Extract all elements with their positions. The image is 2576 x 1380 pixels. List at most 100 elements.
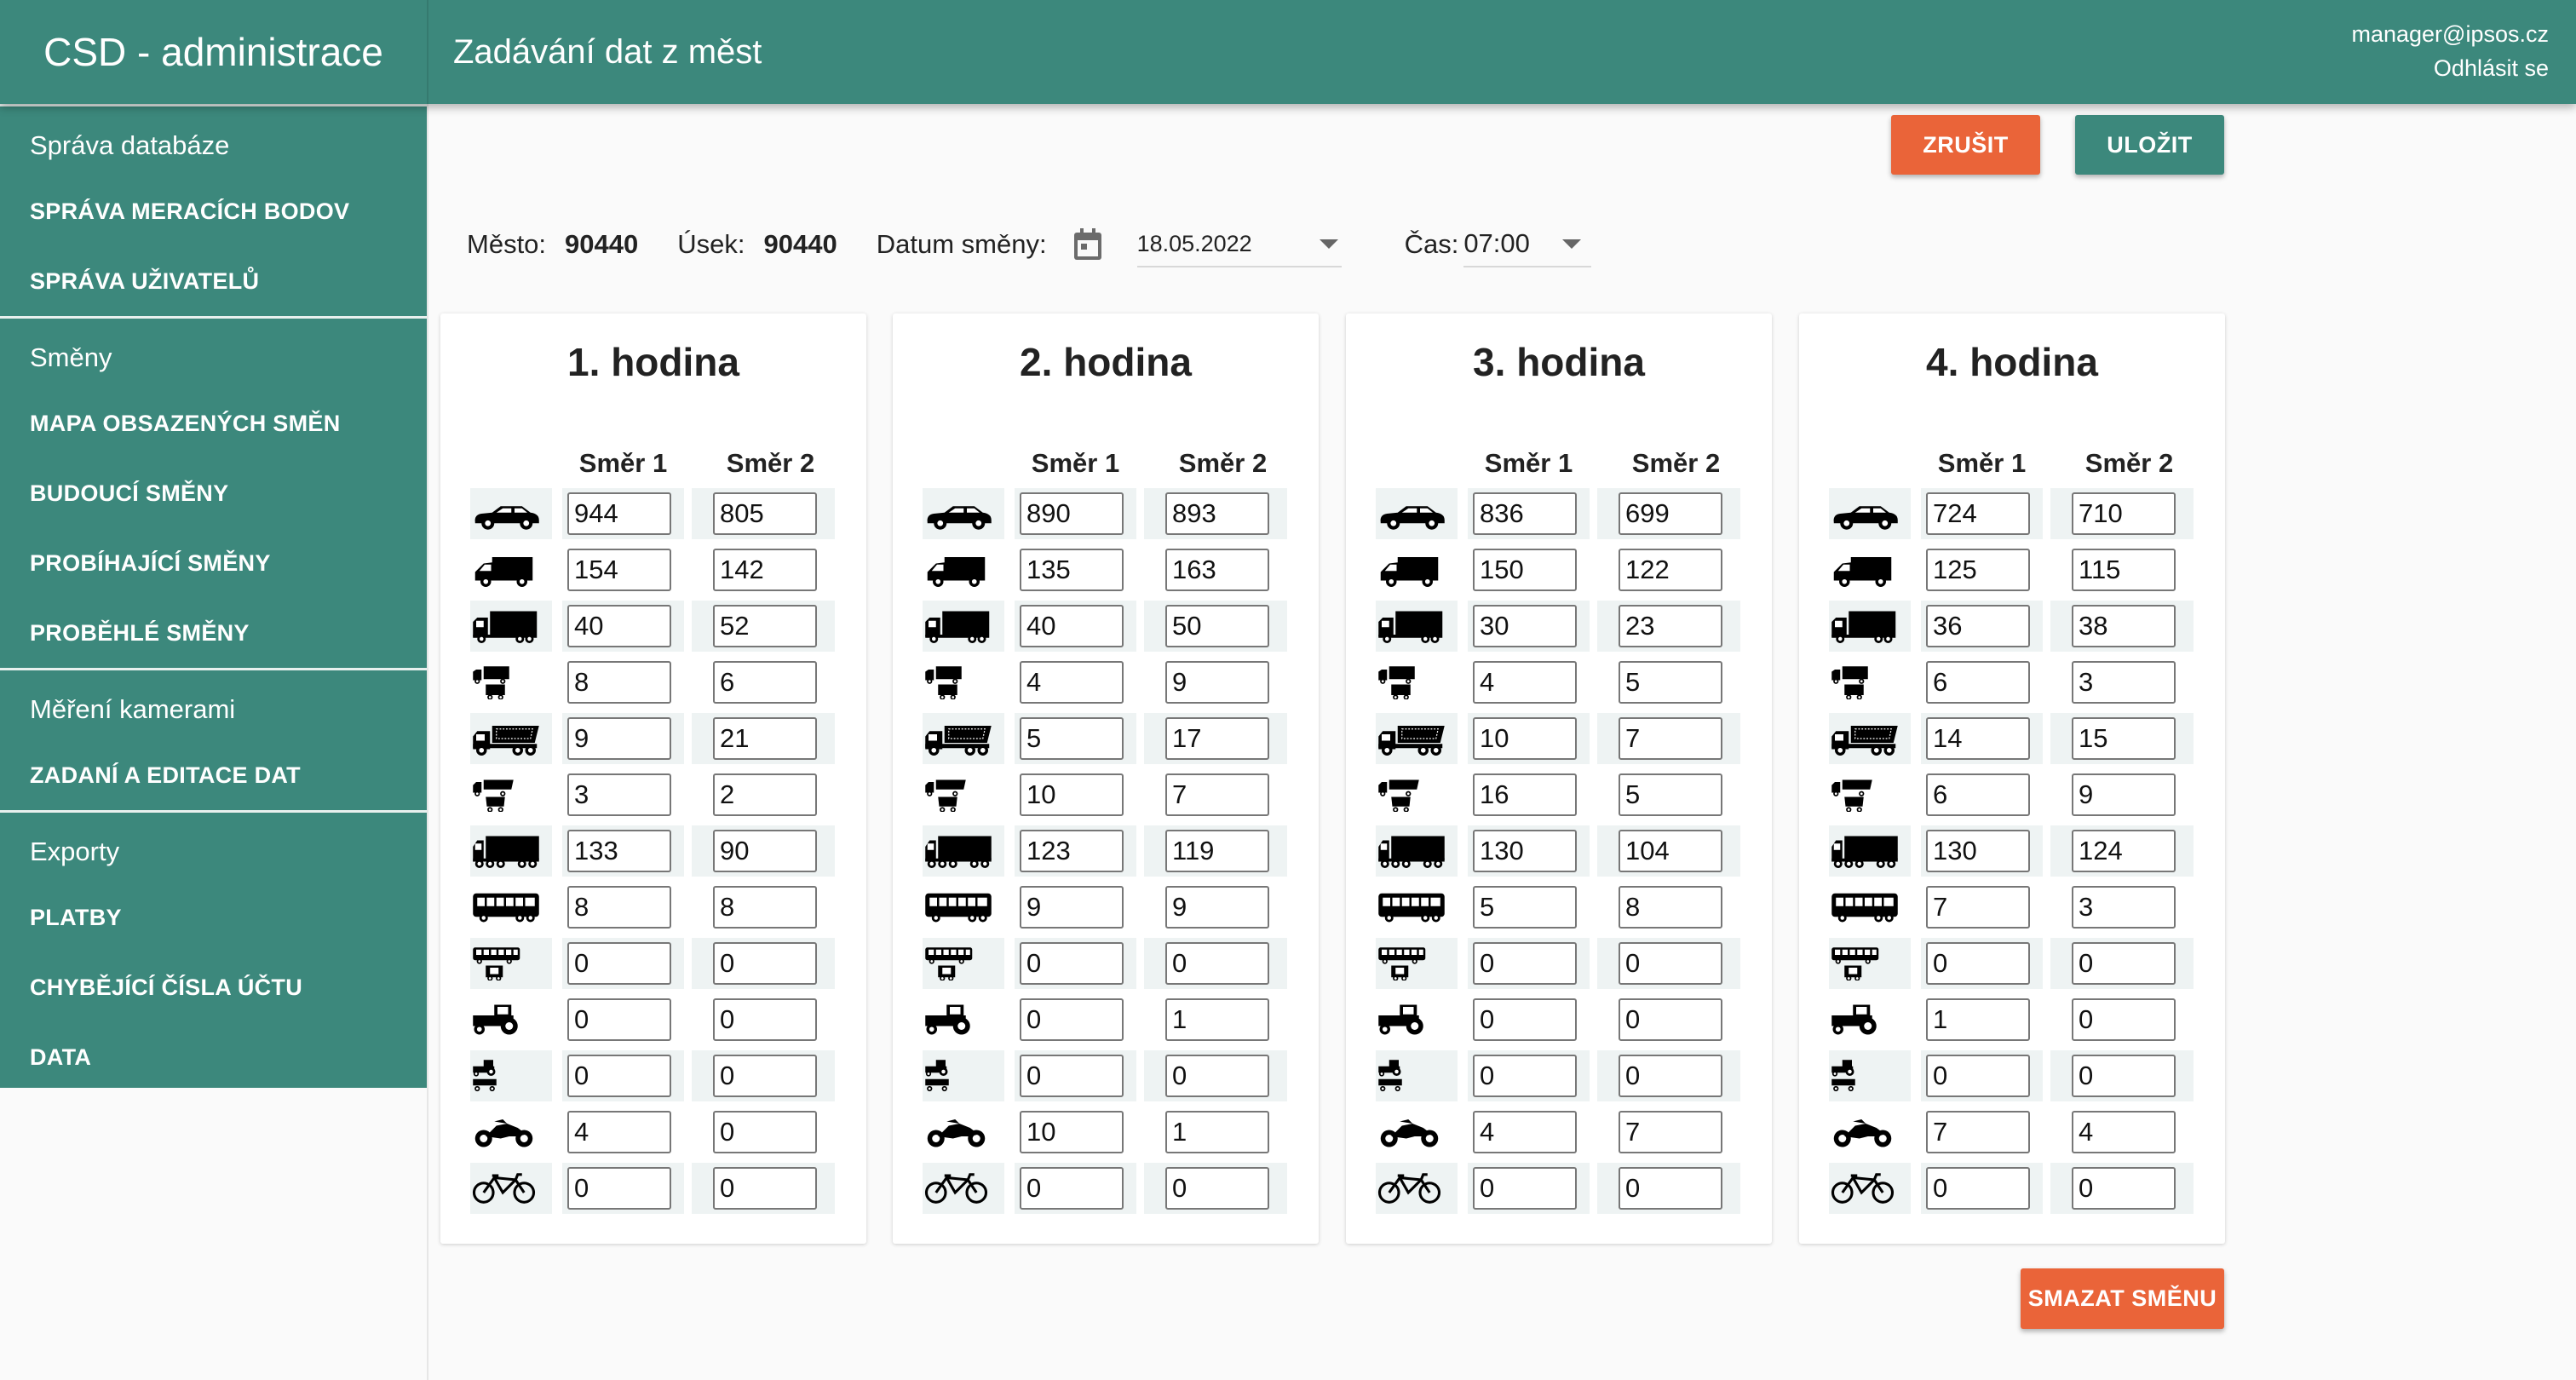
- direction-1-count-input[interactable]: [567, 1111, 671, 1153]
- direction-2-count-input[interactable]: [1619, 942, 1722, 985]
- date-select[interactable]: 18.05.2022: [1136, 221, 1342, 267]
- save-button[interactable]: ULOŽIT: [2075, 115, 2224, 175]
- direction-1-count-input[interactable]: [1473, 605, 1577, 647]
- direction-1-count-input[interactable]: [1473, 886, 1577, 929]
- direction-2-count-input[interactable]: [2072, 1167, 2176, 1210]
- direction-2-count-input[interactable]: [1619, 605, 1722, 647]
- direction-2-count-input[interactable]: [713, 605, 817, 647]
- direction-1-count-input[interactable]: [1020, 886, 1124, 929]
- direction-2-count-input[interactable]: [1165, 773, 1269, 816]
- direction-2-count-input[interactable]: [1165, 830, 1269, 872]
- direction-2-count-input[interactable]: [1619, 830, 1722, 872]
- direction-1-count-input[interactable]: [1926, 492, 2030, 535]
- sidebar-item[interactable]: PLATBY: [30, 904, 122, 930]
- direction-2-count-input[interactable]: [1619, 998, 1722, 1041]
- logout-link[interactable]: Odhlásit se: [2433, 55, 2549, 81]
- sidebar-item[interactable]: ZADANÍ A EDITACE DAT: [30, 762, 301, 788]
- direction-2-count-input[interactable]: [1619, 1055, 1722, 1097]
- direction-1-count-input[interactable]: [1020, 773, 1124, 816]
- direction-1-count-input[interactable]: [567, 998, 671, 1041]
- direction-2-count-input[interactable]: [2072, 998, 2176, 1041]
- direction-1-count-input[interactable]: [1926, 1167, 2030, 1210]
- direction-1-count-input[interactable]: [1020, 942, 1124, 985]
- direction-1-count-input[interactable]: [1473, 492, 1577, 535]
- direction-1-count-input[interactable]: [1473, 1055, 1577, 1097]
- direction-2-count-input[interactable]: [2072, 773, 2176, 816]
- direction-1-count-input[interactable]: [1020, 605, 1124, 647]
- direction-1-count-input[interactable]: [567, 1055, 671, 1097]
- direction-1-count-input[interactable]: [567, 886, 671, 929]
- direction-1-count-input[interactable]: [567, 773, 671, 816]
- direction-2-count-input[interactable]: [713, 830, 817, 872]
- delete-shift-button[interactable]: SMAZAT SMĚNU: [2021, 1268, 2224, 1329]
- sidebar-item[interactable]: DATA: [30, 1044, 92, 1070]
- direction-2-count-input[interactable]: [1619, 717, 1722, 760]
- direction-2-count-input[interactable]: [1165, 942, 1269, 985]
- direction-1-count-input[interactable]: [1926, 1055, 2030, 1097]
- direction-2-count-input[interactable]: [1165, 998, 1269, 1041]
- sidebar-item[interactable]: PROBĚHLÉ SMĚNY: [30, 619, 250, 646]
- direction-1-count-input[interactable]: [567, 830, 671, 872]
- direction-1-count-input[interactable]: [567, 549, 671, 591]
- direction-2-count-input[interactable]: [2072, 1055, 2176, 1097]
- direction-1-count-input[interactable]: [1020, 1055, 1124, 1097]
- sidebar-item[interactable]: SPRÁVA UŽIVATELŮ: [30, 267, 260, 294]
- direction-2-count-input[interactable]: [1619, 1111, 1722, 1153]
- time-select[interactable]: 07:00: [1463, 221, 1592, 267]
- sidebar-item[interactable]: PROBÍHAJÍCÍ SMĚNY: [30, 549, 271, 576]
- direction-1-count-input[interactable]: [1473, 661, 1577, 704]
- direction-1-count-input[interactable]: [567, 942, 671, 985]
- direction-2-count-input[interactable]: [713, 773, 817, 816]
- direction-2-count-input[interactable]: [713, 1111, 817, 1153]
- calendar-icon[interactable]: [1072, 227, 1103, 262]
- direction-1-count-input[interactable]: [567, 717, 671, 760]
- cancel-button[interactable]: ZRUŠIT: [1891, 115, 2040, 175]
- direction-2-count-input[interactable]: [1165, 886, 1269, 929]
- direction-1-count-input[interactable]: [1473, 830, 1577, 872]
- direction-2-count-input[interactable]: [2072, 717, 2176, 760]
- direction-1-count-input[interactable]: [567, 661, 671, 704]
- direction-2-count-input[interactable]: [1165, 1167, 1269, 1210]
- direction-1-count-input[interactable]: [567, 1167, 671, 1210]
- direction-1-count-input[interactable]: [1926, 886, 2030, 929]
- direction-1-count-input[interactable]: [1926, 605, 2030, 647]
- direction-1-count-input[interactable]: [1020, 1167, 1124, 1210]
- direction-1-count-input[interactable]: [567, 605, 671, 647]
- direction-1-count-input[interactable]: [1473, 942, 1577, 985]
- direction-1-count-input[interactable]: [1473, 717, 1577, 760]
- direction-1-count-input[interactable]: [1473, 1167, 1577, 1210]
- direction-2-count-input[interactable]: [713, 1055, 817, 1097]
- direction-2-count-input[interactable]: [2072, 661, 2176, 704]
- direction-1-count-input[interactable]: [1473, 1111, 1577, 1153]
- direction-1-count-input[interactable]: [1926, 549, 2030, 591]
- direction-2-count-input[interactable]: [713, 661, 817, 704]
- direction-2-count-input[interactable]: [1619, 492, 1722, 535]
- direction-1-count-input[interactable]: [1020, 717, 1124, 760]
- direction-2-count-input[interactable]: [1165, 492, 1269, 535]
- direction-2-count-input[interactable]: [1619, 773, 1722, 816]
- sidebar-item[interactable]: MAPA OBSAZENÝCH SMĚN: [30, 410, 341, 436]
- direction-2-count-input[interactable]: [1165, 717, 1269, 760]
- direction-2-count-input[interactable]: [2072, 830, 2176, 872]
- direction-1-count-input[interactable]: [567, 492, 671, 535]
- direction-2-count-input[interactable]: [2072, 492, 2176, 535]
- direction-1-count-input[interactable]: [1926, 1111, 2030, 1153]
- direction-1-count-input[interactable]: [1926, 942, 2030, 985]
- direction-2-count-input[interactable]: [1619, 661, 1722, 704]
- direction-2-count-input[interactable]: [2072, 549, 2176, 591]
- direction-1-count-input[interactable]: [1926, 717, 2030, 760]
- direction-2-count-input[interactable]: [713, 1167, 817, 1210]
- direction-1-count-input[interactable]: [1020, 1111, 1124, 1153]
- sidebar-item[interactable]: CHYBĚJÍCÍ ČÍSLA ÚČTU: [30, 974, 303, 1000]
- direction-2-count-input[interactable]: [2072, 1111, 2176, 1153]
- direction-1-count-input[interactable]: [1473, 998, 1577, 1041]
- sidebar-item[interactable]: SPRÁVA MERACÍCH BODOV: [30, 198, 350, 224]
- direction-2-count-input[interactable]: [713, 549, 817, 591]
- direction-2-count-input[interactable]: [713, 886, 817, 929]
- direction-1-count-input[interactable]: [1926, 830, 2030, 872]
- direction-1-count-input[interactable]: [1020, 830, 1124, 872]
- direction-1-count-input[interactable]: [1473, 773, 1577, 816]
- direction-1-count-input[interactable]: [1020, 549, 1124, 591]
- direction-1-count-input[interactable]: [1473, 549, 1577, 591]
- direction-2-count-input[interactable]: [1165, 605, 1269, 647]
